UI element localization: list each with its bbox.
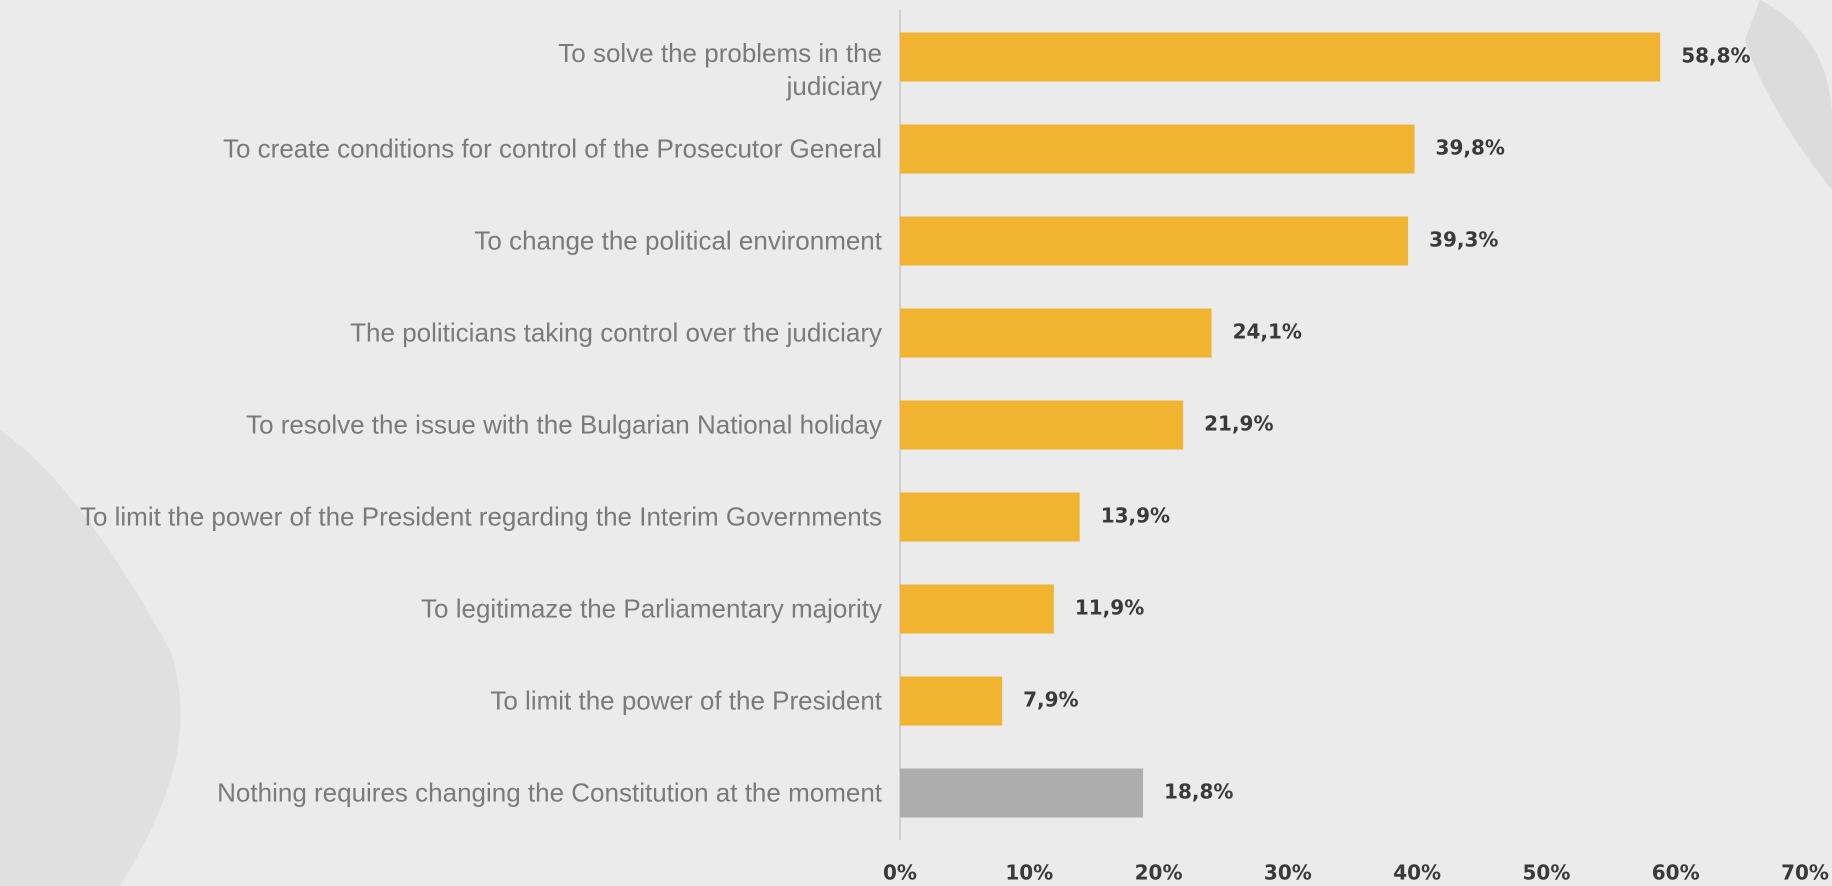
decoration (0, 430, 181, 886)
bar (900, 676, 1003, 726)
decoration (1745, 0, 1832, 190)
value-label: 24,1% (1233, 320, 1302, 344)
value-label: 39,8% (1436, 136, 1505, 160)
bar (900, 400, 1184, 450)
value-label: 7,9% (1023, 688, 1078, 712)
x-tick-label: 20% (1135, 861, 1183, 885)
value-label: 21,9% (1204, 412, 1273, 436)
x-tick-label: 50% (1522, 861, 1570, 885)
x-tick-label: 40% (1393, 861, 1441, 885)
bar (900, 492, 1080, 542)
category-label: To solve the problems in the judiciary (558, 38, 882, 101)
value-label: 58,8% (1681, 44, 1750, 68)
category-label: Nothing requires changing the Constituti… (217, 777, 882, 808)
value-label: 18,8% (1164, 780, 1233, 804)
bar (900, 584, 1054, 634)
category-label: To resolve the issue with the Bulgarian … (246, 409, 882, 440)
category-label: To limit the power of the President rega… (79, 501, 882, 532)
x-tick-label: 30% (1264, 861, 1312, 885)
bar (900, 124, 1415, 174)
bar (900, 216, 1409, 266)
x-tick-label: 0% (883, 861, 917, 885)
x-tick-label: 10% (1005, 861, 1053, 885)
value-label: 39,3% (1429, 228, 1498, 252)
category-label: To create conditions for control of the … (222, 133, 882, 164)
x-tick-label: 60% (1652, 861, 1700, 885)
x-tick-label: 70% (1781, 861, 1829, 885)
bar (900, 308, 1212, 358)
category-label: The politicians taking control over the … (350, 317, 882, 348)
bar (900, 32, 1661, 82)
value-label: 13,9% (1101, 504, 1170, 528)
category-label: To limit the power of the President (490, 685, 882, 716)
value-label: 11,9% (1075, 596, 1144, 620)
bar (900, 768, 1144, 818)
category-label: To change the political environment (474, 225, 882, 256)
category-label: To legitimaze the Parliamentary majority (421, 593, 882, 624)
